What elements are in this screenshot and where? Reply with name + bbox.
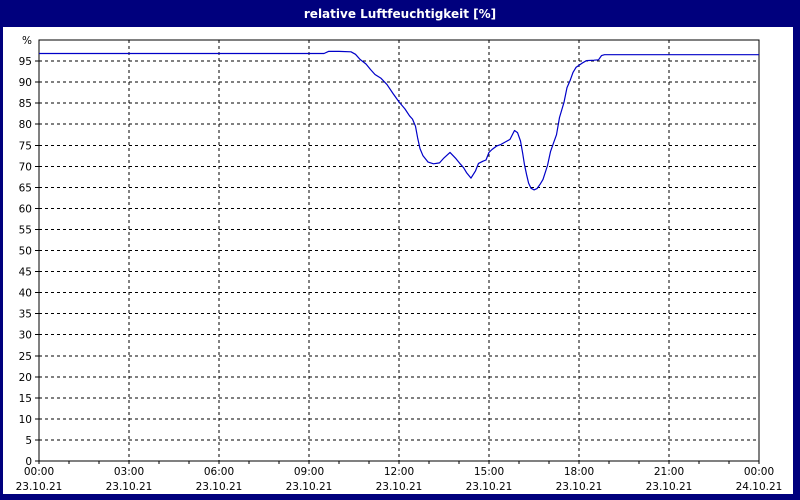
y-axis-unit-label: % bbox=[22, 35, 32, 47]
y-tick-label: 60 bbox=[19, 203, 32, 215]
x-tick-time-label: 06:00 bbox=[204, 466, 234, 478]
x-tick-time-label: 00:00 bbox=[744, 466, 774, 478]
x-tick-time-label: 18:00 bbox=[564, 466, 594, 478]
y-tick-label: 25 bbox=[19, 351, 32, 363]
x-tick-date-label: 23.10.21 bbox=[286, 481, 333, 493]
chart-area: 0 5 10 15 20 25 30 35 40 45 50 55 60 65 70 75 80 85 90 95% 0… bbox=[3, 27, 793, 494]
x-tick-time-label: 21:00 bbox=[654, 466, 684, 478]
y-tick-label: 55 bbox=[19, 224, 32, 236]
chart-title: relative Luftfeuchtigkeit [%] bbox=[303, 6, 497, 21]
y-tick-label: 15 bbox=[19, 393, 32, 405]
y-tick-label: 80 bbox=[19, 119, 32, 131]
y-tick-label: 85 bbox=[19, 98, 32, 110]
humidity-line bbox=[39, 50, 759, 191]
x-tick-date-label: 23.10.21 bbox=[196, 481, 243, 493]
x-tick-date-label: 23.10.21 bbox=[106, 481, 153, 493]
y-tick-label: 70 bbox=[19, 161, 32, 173]
y-tick-label: 90 bbox=[19, 77, 32, 89]
y-tick-label: 20 bbox=[19, 372, 32, 384]
x-tick-time-label: 00:00 bbox=[24, 466, 54, 478]
x-tick-time-label: 09:00 bbox=[294, 466, 324, 478]
x-tick-date-label: 23.10.21 bbox=[376, 481, 423, 493]
y-tick-label: 0 bbox=[25, 456, 32, 468]
y-tick-label: 10 bbox=[19, 414, 32, 426]
title-bar: relative Luftfeuchtigkeit [%] bbox=[0, 0, 800, 27]
y-tick-label: 75 bbox=[19, 140, 32, 152]
chart-svg: 0 5 10 15 20 25 30 35 40 45 50 55 60 65 70 75 80 85 90 95% 0… bbox=[16, 35, 783, 493]
x-tick-date-label: 24.10.21 bbox=[736, 481, 783, 493]
x-tick-date-label: 23.10.21 bbox=[646, 481, 693, 493]
y-tick-label: 95 bbox=[19, 56, 32, 68]
x-tick-date-label: 23.10.21 bbox=[556, 481, 603, 493]
y-tick-label: 5 bbox=[25, 435, 32, 447]
y-tick-label: 65 bbox=[19, 182, 32, 194]
y-tick-label: 45 bbox=[19, 267, 32, 279]
y-tick-label: 30 bbox=[19, 330, 32, 342]
x-tick-time-label: 03:00 bbox=[114, 466, 144, 478]
y-tick-label: 35 bbox=[19, 309, 32, 321]
x-tick-date-label: 23.10.21 bbox=[16, 481, 63, 493]
plot-frame bbox=[38, 39, 760, 462]
y-tick-label: 50 bbox=[19, 246, 32, 258]
y-tick-label: 40 bbox=[19, 288, 32, 300]
x-tick-time-label: 15:00 bbox=[474, 466, 504, 478]
x-tick-time-label: 12:00 bbox=[384, 466, 414, 478]
x-tick-date-label: 23.10.21 bbox=[466, 481, 513, 493]
